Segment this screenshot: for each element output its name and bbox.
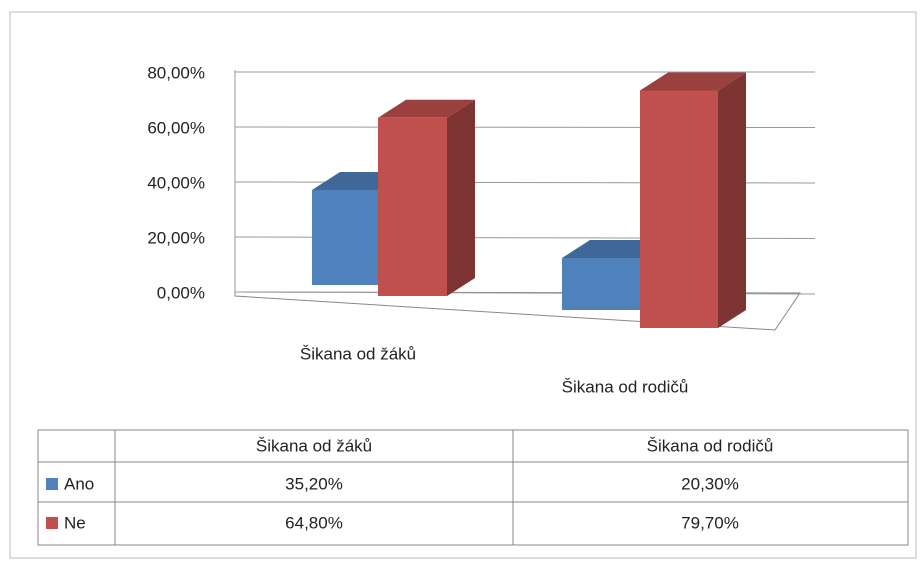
bar-top bbox=[640, 72, 746, 91]
bar bbox=[562, 258, 640, 310]
data-table bbox=[37, 429, 909, 546]
legend-key bbox=[46, 517, 58, 529]
legend-label: Ne bbox=[64, 513, 86, 532]
table-value: 64,80% bbox=[285, 513, 343, 532]
table-value: 79,70% bbox=[681, 513, 739, 532]
y-tick-label: 60,00% bbox=[147, 118, 205, 137]
table-header: Šikana od žáků bbox=[256, 436, 372, 455]
y-tick-label: 0,00% bbox=[157, 283, 205, 302]
bar-side bbox=[718, 72, 746, 328]
bar-side bbox=[447, 99, 475, 296]
x-tick-label: Šikana od rodičů bbox=[562, 377, 689, 396]
table-value: 20,30% bbox=[681, 474, 739, 493]
y-tick-label: 20,00% bbox=[147, 228, 205, 247]
bar bbox=[378, 117, 447, 296]
legend-label: Ano bbox=[64, 474, 94, 493]
legend-key bbox=[46, 478, 58, 490]
table-header: Šikana od rodičů bbox=[647, 436, 774, 455]
table-value: 35,20% bbox=[285, 474, 343, 493]
x-tick-label: Šikana od žáků bbox=[300, 344, 416, 363]
bar bbox=[312, 189, 378, 285]
y-tick-label: 80,00% bbox=[147, 63, 205, 82]
bar-top bbox=[378, 99, 475, 118]
y-tick-label: 40,00% bbox=[147, 173, 205, 192]
bar bbox=[640, 90, 718, 328]
